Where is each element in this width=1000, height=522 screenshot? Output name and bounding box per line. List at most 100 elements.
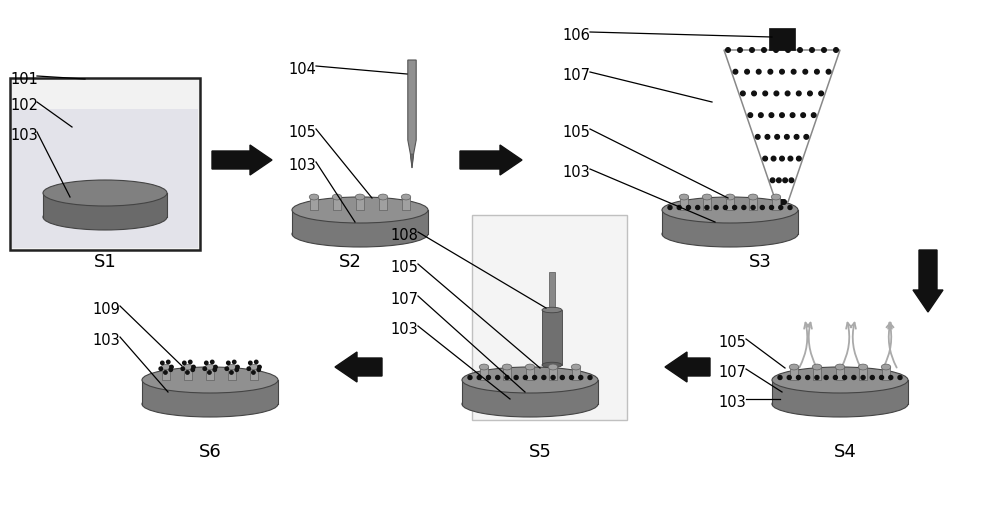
Ellipse shape: [881, 364, 891, 370]
Circle shape: [542, 375, 546, 379]
Ellipse shape: [772, 391, 908, 417]
Circle shape: [822, 48, 826, 52]
Ellipse shape: [858, 364, 868, 370]
Circle shape: [203, 367, 206, 371]
Ellipse shape: [542, 307, 562, 313]
Circle shape: [824, 375, 828, 379]
Circle shape: [889, 375, 893, 379]
Circle shape: [225, 367, 228, 371]
Ellipse shape: [43, 204, 167, 230]
Text: 107: 107: [390, 292, 418, 307]
Ellipse shape: [309, 194, 319, 200]
Circle shape: [726, 48, 730, 52]
Circle shape: [780, 69, 784, 74]
Text: 103: 103: [718, 395, 746, 410]
Circle shape: [787, 375, 791, 379]
Circle shape: [789, 178, 794, 183]
Circle shape: [778, 375, 782, 379]
Circle shape: [790, 113, 795, 117]
Text: S6: S6: [199, 443, 221, 461]
Text: 103: 103: [562, 165, 590, 180]
Circle shape: [588, 375, 592, 379]
Circle shape: [780, 200, 784, 204]
Circle shape: [819, 91, 823, 96]
Circle shape: [786, 48, 790, 52]
Circle shape: [705, 206, 709, 209]
Circle shape: [752, 91, 756, 96]
Circle shape: [741, 91, 745, 96]
Circle shape: [811, 113, 816, 117]
Circle shape: [774, 48, 778, 52]
Ellipse shape: [771, 194, 781, 200]
Text: S2: S2: [339, 253, 361, 271]
Circle shape: [769, 113, 774, 117]
Text: 104: 104: [288, 62, 316, 77]
Circle shape: [468, 375, 472, 379]
Circle shape: [714, 206, 718, 209]
Polygon shape: [549, 272, 554, 310]
Circle shape: [751, 206, 755, 209]
Circle shape: [696, 206, 700, 209]
Text: 105: 105: [562, 125, 590, 140]
Ellipse shape: [292, 197, 428, 223]
Text: 106: 106: [562, 28, 590, 43]
Polygon shape: [228, 367, 236, 380]
Circle shape: [798, 48, 802, 52]
Polygon shape: [665, 352, 710, 382]
Circle shape: [826, 69, 831, 74]
Text: S3: S3: [749, 253, 771, 271]
Text: 107: 107: [718, 365, 746, 380]
Circle shape: [771, 156, 776, 161]
Text: 108: 108: [390, 228, 418, 243]
Circle shape: [755, 135, 760, 139]
Polygon shape: [408, 60, 416, 168]
Ellipse shape: [835, 364, 845, 370]
Ellipse shape: [748, 194, 758, 200]
Polygon shape: [292, 210, 428, 234]
Polygon shape: [142, 380, 278, 404]
Circle shape: [794, 135, 799, 139]
Circle shape: [806, 375, 810, 379]
Ellipse shape: [702, 194, 712, 200]
Circle shape: [214, 365, 217, 369]
Ellipse shape: [662, 221, 798, 247]
Circle shape: [186, 371, 189, 374]
Polygon shape: [379, 197, 387, 210]
Circle shape: [167, 360, 170, 364]
Circle shape: [733, 206, 737, 209]
Ellipse shape: [292, 221, 428, 247]
Polygon shape: [836, 367, 844, 380]
Circle shape: [505, 375, 509, 379]
Circle shape: [570, 375, 574, 379]
Circle shape: [486, 375, 490, 379]
Ellipse shape: [789, 364, 799, 370]
Circle shape: [211, 360, 214, 364]
Ellipse shape: [142, 367, 278, 393]
Circle shape: [780, 113, 784, 117]
Ellipse shape: [548, 364, 558, 370]
Circle shape: [783, 178, 787, 183]
Text: 105: 105: [288, 125, 316, 140]
Polygon shape: [12, 109, 198, 248]
Circle shape: [803, 69, 808, 74]
Polygon shape: [460, 145, 522, 175]
Circle shape: [779, 206, 783, 209]
Polygon shape: [526, 367, 534, 380]
Circle shape: [233, 360, 236, 364]
Circle shape: [763, 156, 767, 161]
Circle shape: [852, 375, 856, 379]
Polygon shape: [790, 367, 798, 380]
Circle shape: [768, 69, 773, 74]
Circle shape: [861, 375, 865, 379]
Text: 105: 105: [718, 335, 746, 350]
Circle shape: [760, 206, 764, 209]
Circle shape: [169, 368, 172, 372]
Polygon shape: [913, 250, 943, 312]
Polygon shape: [772, 197, 780, 210]
Circle shape: [765, 135, 770, 139]
Circle shape: [230, 371, 233, 374]
Circle shape: [870, 375, 874, 379]
Circle shape: [796, 375, 800, 379]
Polygon shape: [726, 197, 734, 210]
Circle shape: [742, 206, 746, 209]
